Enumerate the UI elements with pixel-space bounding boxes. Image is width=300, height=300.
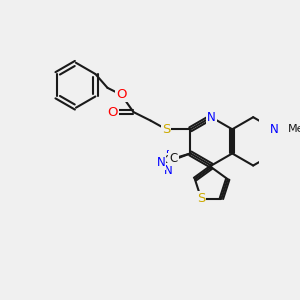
Text: N: N: [270, 123, 278, 136]
Text: N: N: [157, 156, 165, 170]
Text: N: N: [207, 111, 216, 124]
Text: O: O: [116, 88, 127, 101]
Text: C: C: [164, 154, 172, 167]
Text: O: O: [107, 106, 118, 118]
Text: Me: Me: [288, 124, 300, 134]
Text: C: C: [170, 150, 178, 164]
Text: C: C: [169, 152, 177, 165]
Text: S: S: [162, 123, 170, 136]
Text: N: N: [164, 164, 172, 177]
Text: S: S: [197, 192, 205, 205]
